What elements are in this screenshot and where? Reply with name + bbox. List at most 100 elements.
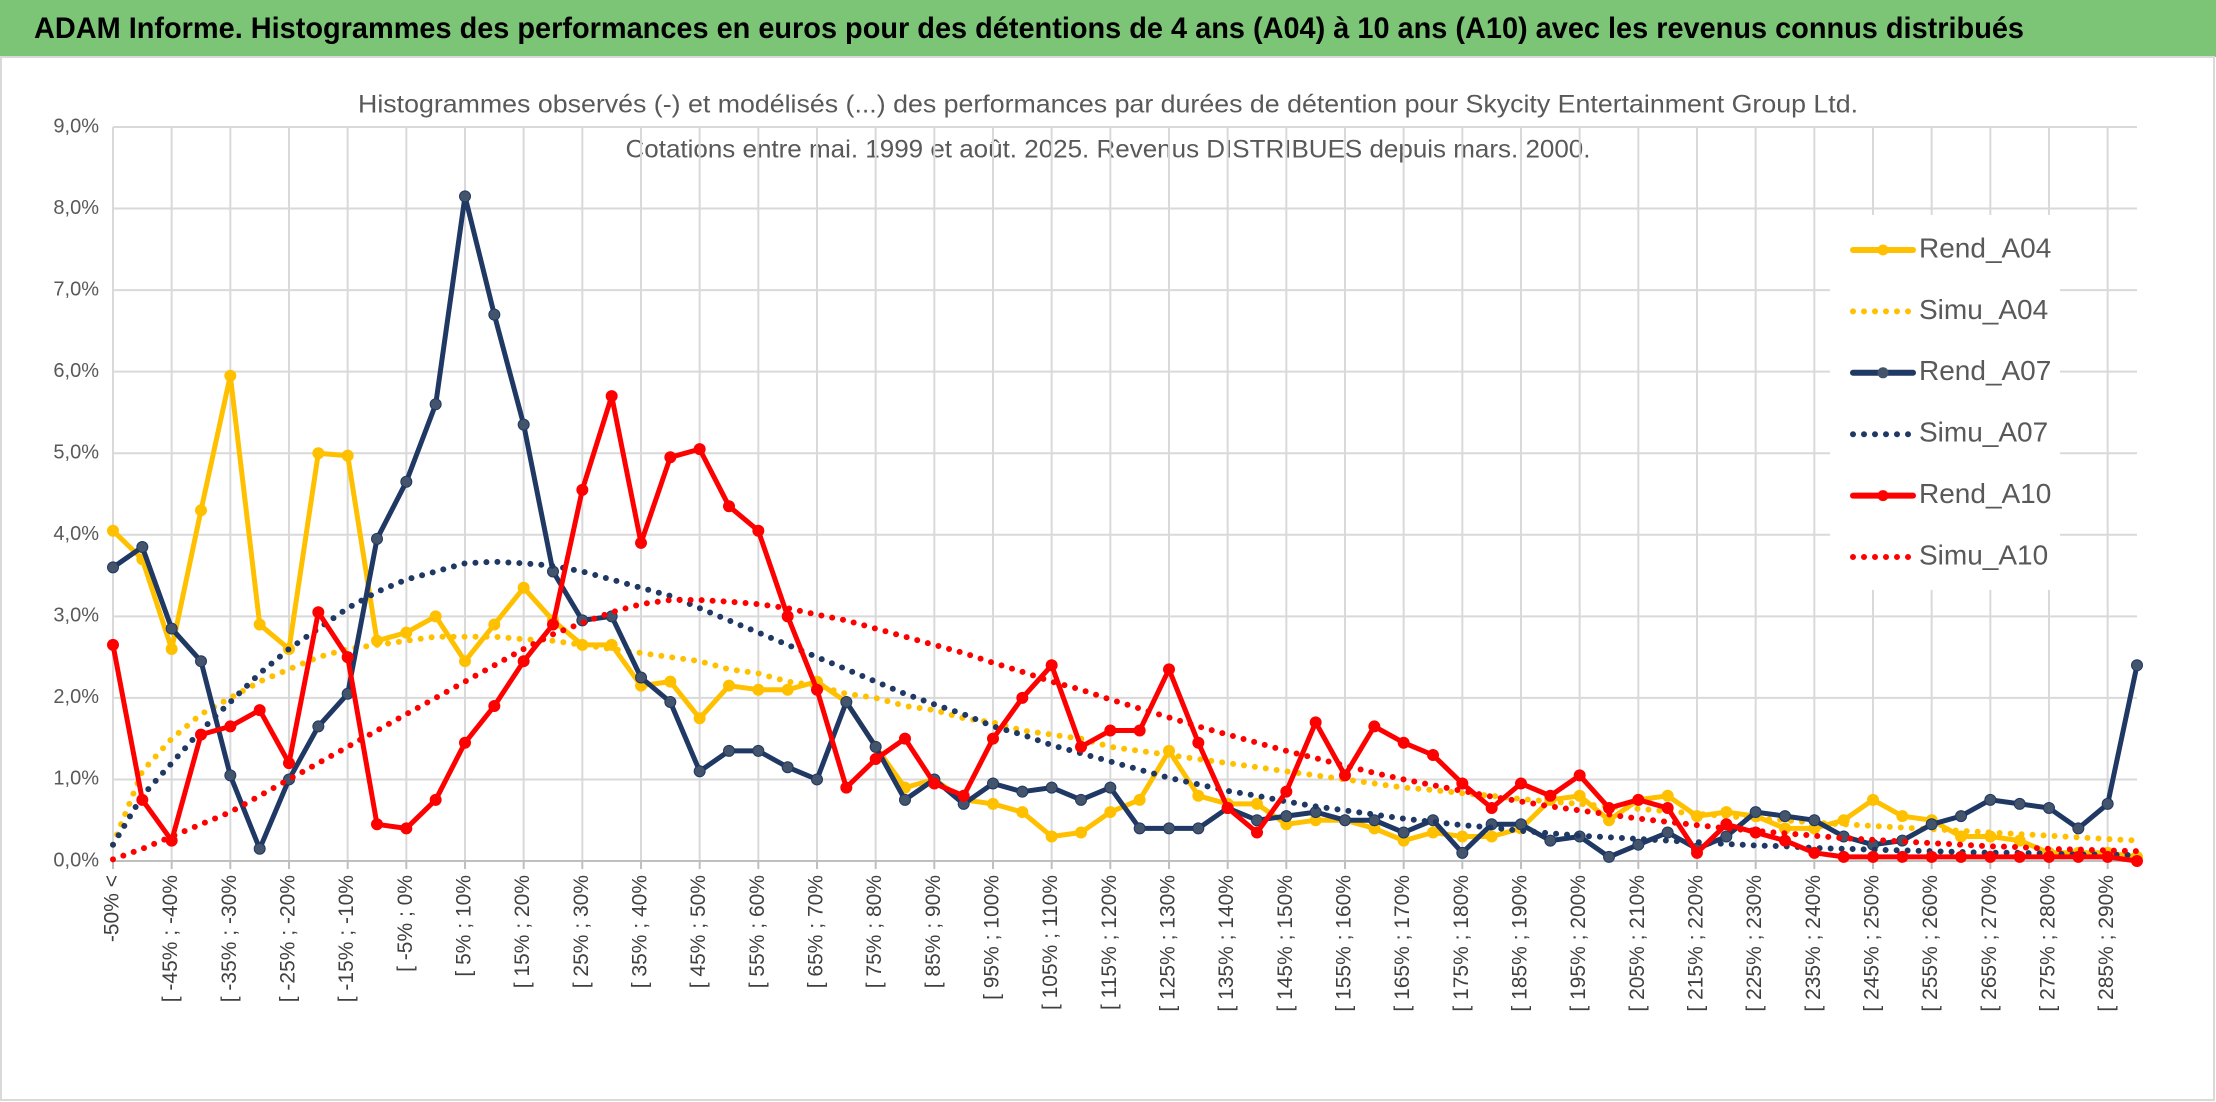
marker xyxy=(2013,850,2026,863)
marker xyxy=(605,390,618,403)
x-tick-label: [ -5% ; 0% xyxy=(394,875,417,972)
marker xyxy=(1339,814,1351,827)
legend-label: Simu_A07 xyxy=(1919,417,2048,448)
x-tick-label: [ -35% ; -30% xyxy=(218,875,241,1002)
x-tick-label: [ 95% ; 100% xyxy=(981,875,1004,1000)
marker xyxy=(723,500,735,513)
marker xyxy=(224,720,237,733)
marker xyxy=(1456,846,1469,859)
marker xyxy=(2043,850,2055,863)
series-line xyxy=(110,393,2140,864)
marker xyxy=(2043,801,2055,814)
marker xyxy=(781,683,794,696)
marker xyxy=(1544,834,1557,847)
marker xyxy=(1075,826,1087,839)
x-tick-label: [ 155% ; 160% xyxy=(1333,875,1356,1012)
x-tick-label: [ 115% ; 120% xyxy=(1098,875,1121,1010)
x-tick-label: [ 225% ; 230% xyxy=(1743,875,1766,1012)
marker xyxy=(840,781,853,794)
marker xyxy=(195,504,207,517)
marker xyxy=(693,712,706,725)
marker xyxy=(2072,822,2085,835)
x-tick-label: -50% < xyxy=(101,875,124,942)
x-tick-label: [ 5% ; 10% xyxy=(453,875,476,977)
marker xyxy=(1427,748,1439,761)
grid: 0,0% 1,0% 2,0% 3,0% 4,0% 5,0% 6,0% 7,0% 8,0% 9,0%… xyxy=(53,115,2137,1012)
y-tick-label: 1,0% xyxy=(53,768,99,790)
marker xyxy=(371,818,383,831)
marker xyxy=(957,789,970,802)
marker xyxy=(1632,793,1645,806)
marker xyxy=(1075,793,1087,806)
marker xyxy=(1661,801,1674,814)
legend-label: Rend_A10 xyxy=(1919,478,2051,509)
marker xyxy=(547,618,559,631)
marker xyxy=(488,700,501,713)
marker xyxy=(2131,855,2143,867)
marker xyxy=(1280,785,1293,798)
marker xyxy=(811,683,823,696)
marker xyxy=(224,369,237,382)
marker xyxy=(1016,691,1029,704)
marker xyxy=(1779,810,1791,823)
legend-label: Rend_A04 xyxy=(1919,232,2051,263)
marker xyxy=(664,451,677,464)
marker xyxy=(1427,826,1439,839)
marker xyxy=(371,532,383,545)
marker xyxy=(1397,736,1410,749)
legend-label: Rend_A07 xyxy=(1919,355,2051,386)
marker xyxy=(1867,793,1879,806)
marker xyxy=(1045,659,1058,672)
marker xyxy=(1397,826,1410,839)
marker xyxy=(899,793,911,806)
marker xyxy=(1192,789,1205,802)
marker xyxy=(136,541,149,554)
header-bar xyxy=(0,0,2216,57)
marker xyxy=(1515,777,1527,790)
marker xyxy=(429,610,442,623)
x-tick-label: [ 105% ; 110% xyxy=(1039,875,1062,1010)
marker xyxy=(459,655,471,668)
marker xyxy=(635,671,647,684)
marker xyxy=(1808,814,1821,827)
marker xyxy=(752,683,765,696)
marker xyxy=(195,728,207,741)
marker xyxy=(1368,720,1381,733)
marker xyxy=(1984,850,1997,863)
marker xyxy=(899,732,911,745)
marker xyxy=(1133,793,1146,806)
marker xyxy=(253,618,266,631)
marker xyxy=(1045,830,1058,843)
x-tick-label: [ 205% ; 210% xyxy=(1626,875,1649,1012)
marker xyxy=(1925,850,1938,863)
x-tick-label: [ 15% ; 20% xyxy=(511,875,534,988)
x-tick-label: [ 65% ; 70% xyxy=(805,875,828,988)
marker xyxy=(1955,810,1967,823)
marker xyxy=(165,642,178,655)
x-tick-label: [ 265% ; 270% xyxy=(1978,875,2001,1012)
marker xyxy=(1779,834,1791,847)
marker xyxy=(517,581,530,594)
marker xyxy=(107,524,119,537)
marker xyxy=(429,793,442,806)
marker xyxy=(1984,793,1997,806)
marker xyxy=(107,561,119,574)
marker xyxy=(723,744,735,757)
marker xyxy=(2131,659,2143,672)
marker xyxy=(1661,789,1674,802)
marker xyxy=(517,418,530,431)
x-tick-label: [ 25% ; 30% xyxy=(570,875,593,988)
marker xyxy=(693,443,706,456)
marker xyxy=(781,610,794,623)
x-tick-label: [ 255% ; 260% xyxy=(1919,875,1942,1012)
marker xyxy=(400,822,413,835)
series-line xyxy=(110,597,2140,863)
legend-marker xyxy=(1877,244,1889,256)
x-tick-label: [ 145% ; 150% xyxy=(1274,875,1297,1012)
marker xyxy=(253,704,266,717)
header-title: ADAM Informe. Histogrammes des performan… xyxy=(34,12,2024,45)
marker xyxy=(459,736,471,749)
y-tick-label: 4,0% xyxy=(53,523,99,545)
chart-subtitle: Cotations entre mai. 1999 et août. 2025.… xyxy=(626,136,1591,164)
marker xyxy=(1485,830,1498,843)
